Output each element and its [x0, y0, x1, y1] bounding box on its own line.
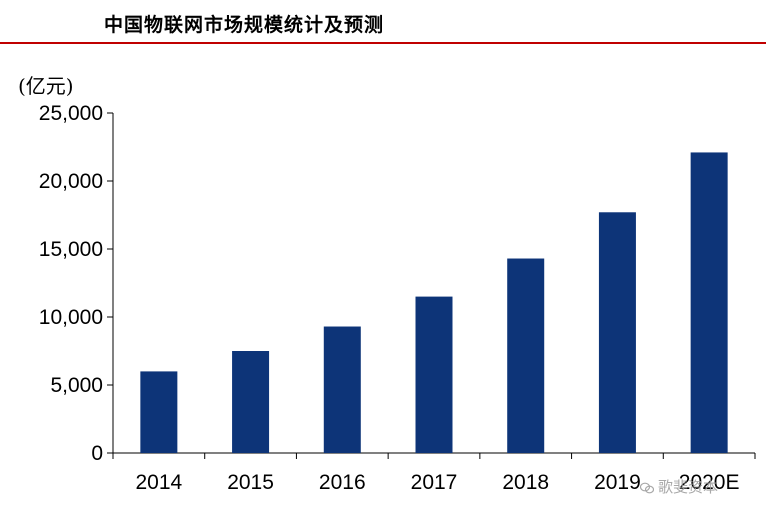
watermark-text: 歌斐资本: [658, 478, 719, 496]
y-tick-label: 0: [91, 442, 103, 465]
bar-2015: [232, 351, 270, 453]
x-tick-label: 2017: [411, 471, 458, 494]
x-tick-label: 2018: [502, 471, 549, 494]
wechat-icon: [640, 482, 654, 493]
bar-2017: [415, 296, 453, 453]
y-tick-label: 5,000: [50, 374, 103, 397]
x-tick-label: 2014: [135, 471, 182, 494]
bar-2020E: [690, 152, 728, 453]
bar-2019: [598, 212, 636, 453]
x-tick-label: 2016: [319, 471, 366, 494]
y-axis-unit-label: (亿元): [18, 74, 74, 98]
y-tick-label: 10,000: [39, 306, 103, 329]
x-tick-label: 2015: [227, 471, 274, 494]
chart-title: 中国物联网市场规模统计及预测: [104, 14, 385, 36]
watermark: 歌斐资本: [640, 476, 718, 497]
y-tick-label: 25,000: [39, 102, 103, 125]
bar-2014: [140, 371, 178, 453]
bar-2018: [507, 258, 545, 453]
bar-2016: [323, 326, 361, 453]
y-tick-label: 15,000: [39, 238, 103, 261]
x-tick-label: 2019: [594, 471, 641, 494]
title-divider: [0, 42, 766, 44]
y-tick-label: 20,000: [39, 170, 103, 193]
x-tick-label: 2020E: [679, 471, 740, 494]
